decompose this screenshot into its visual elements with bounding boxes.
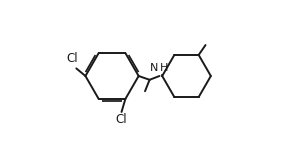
Text: N: N (150, 63, 158, 73)
Text: Cl: Cl (67, 52, 78, 65)
Text: H: H (160, 63, 168, 73)
Text: Cl: Cl (116, 114, 127, 126)
